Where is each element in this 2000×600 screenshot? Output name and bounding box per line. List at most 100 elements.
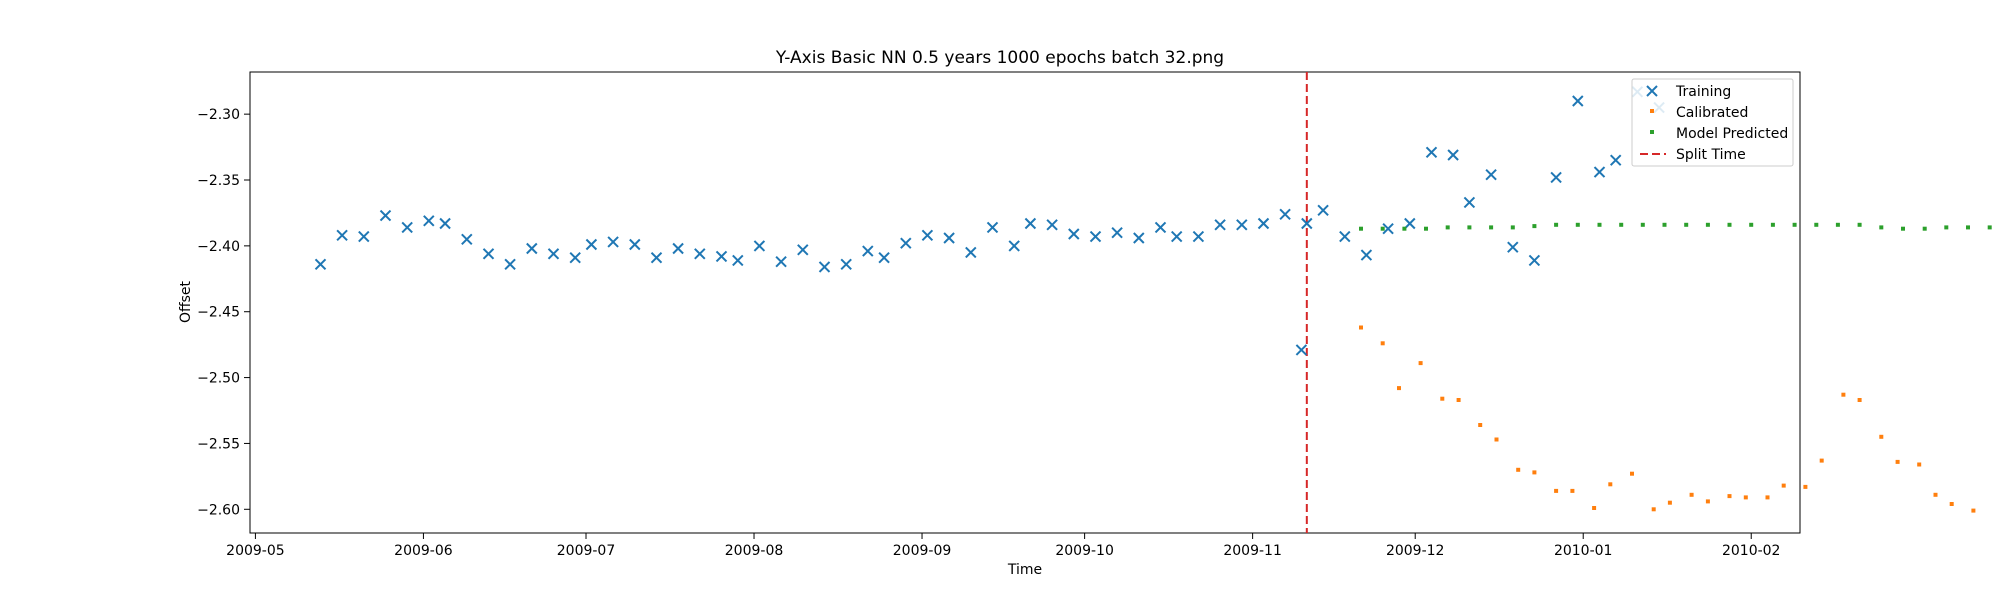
training-point <box>840 258 852 271</box>
model-predicted-point <box>1402 226 1407 231</box>
y-tick-label: −2.60 <box>197 502 240 518</box>
training-point <box>900 237 912 249</box>
model-predicted-point <box>1597 222 1602 227</box>
training-point <box>878 251 890 264</box>
calibrated-point <box>1418 361 1423 366</box>
training-point <box>526 242 538 255</box>
x-tick-label: 2009-09 <box>893 543 952 559</box>
training-point <box>1382 222 1394 235</box>
model-predicted-point <box>1901 226 1905 231</box>
calibrated-point <box>1689 492 1694 497</box>
training-point <box>650 251 663 264</box>
calibrated-point <box>1630 471 1634 476</box>
training-point <box>1133 232 1145 244</box>
calibrated-point <box>1857 398 1862 402</box>
training-point <box>1214 219 1226 231</box>
calibrated-point <box>1516 467 1521 472</box>
model-predicted-point <box>1727 222 1732 227</box>
y-tick-label: −2.55 <box>197 436 240 452</box>
model-predicted-point <box>1944 225 1949 230</box>
training-point <box>715 250 728 263</box>
training-point <box>629 238 641 251</box>
plot-area <box>249 71 1801 534</box>
calibrated-point <box>1456 398 1461 402</box>
training-point <box>379 209 392 222</box>
model-predicted-point <box>1987 225 1992 230</box>
training-point <box>1295 344 1308 356</box>
x-axis-label: Time <box>1007 562 1042 578</box>
training-point <box>336 229 348 242</box>
calibrated-point <box>1727 494 1732 499</box>
y-axis: −2.30 −2.35 −2.40 −2.45 −2.50 −2.55 −2.60 <box>197 107 250 518</box>
training-point <box>1609 154 1622 166</box>
model-predicted-point <box>1532 224 1537 229</box>
legend-label-split-time: Split Time <box>1676 147 1746 163</box>
training-point <box>1046 219 1058 231</box>
legend-label-calibrated: Calibrated <box>1676 105 1748 121</box>
training-point <box>1257 217 1270 230</box>
x-tick-label: 2009-08 <box>725 543 784 559</box>
training-point <box>1463 196 1476 209</box>
calibrated-point <box>1781 483 1786 488</box>
legend-entry-calibrated: Calibrated <box>1650 105 1748 121</box>
training-point <box>1279 208 1291 221</box>
calibrated-point <box>1917 462 1922 467</box>
model-predicted-point <box>1619 222 1624 227</box>
training-point <box>753 240 766 252</box>
x-tick-label: 2009-06 <box>394 543 453 559</box>
training-point <box>401 221 413 234</box>
training-point <box>1024 217 1037 230</box>
training-point <box>797 244 809 256</box>
model-predicted-point <box>1814 222 1819 227</box>
x-tick-label: 2009-05 <box>226 543 285 559</box>
model-predicted-point <box>1922 226 1927 231</box>
training-point <box>965 246 977 259</box>
training-point <box>1170 230 1183 243</box>
training-point <box>1550 171 1562 184</box>
calibrated-point <box>1819 458 1824 463</box>
calibrated-point <box>1494 437 1499 442</box>
training-point <box>1317 204 1329 217</box>
model-predicted-point <box>1467 225 1472 230</box>
calibrated-point <box>1949 502 1954 506</box>
calibrated-point <box>1803 484 1808 489</box>
calibrated-point <box>1743 495 1748 500</box>
legend-entry-training: Training <box>1646 84 1731 100</box>
x-tick-label: 2010-01 <box>1554 543 1613 559</box>
training-point <box>358 230 370 243</box>
x-tick-label: 2010-02 <box>1722 543 1781 559</box>
training-series <box>314 86 1665 356</box>
calibrated-point <box>1933 492 1938 497</box>
calibrated-point <box>1608 482 1613 487</box>
x-axis: 2009-05 2009-06 2009-07 2009-08 2009-09 2009-… <box>226 533 1780 559</box>
training-point <box>1301 217 1313 230</box>
legend-marker-dot-icon <box>1650 130 1654 134</box>
training-point <box>1339 230 1351 243</box>
model-predicted-point <box>1554 222 1559 227</box>
x-tick-label: 2009-07 <box>557 543 616 559</box>
training-point <box>732 254 744 267</box>
training-point <box>1572 95 1584 107</box>
training-point <box>607 236 619 248</box>
training-point <box>1111 226 1123 239</box>
calibrated-point <box>1532 470 1537 475</box>
calibrated-point <box>1478 423 1483 427</box>
model-predicted-point <box>1792 222 1797 227</box>
calibrated-point <box>1895 459 1900 464</box>
calibrated-point <box>1705 499 1710 504</box>
model-predicted-point <box>1445 225 1450 230</box>
calibrated-point <box>1397 386 1401 391</box>
y-tick-label: −2.40 <box>197 239 240 255</box>
training-point <box>482 248 495 260</box>
training-point <box>775 255 787 268</box>
training-point <box>818 261 831 273</box>
legend-box <box>1631 78 1794 167</box>
training-point <box>1089 230 1102 243</box>
training-point <box>439 217 451 230</box>
training-point <box>1485 168 1497 181</box>
calibrated-point <box>1359 325 1363 330</box>
chart-title: Y-Axis Basic NN 0.5 years 1000 epochs ba… <box>775 48 1224 68</box>
training-point <box>1404 217 1416 230</box>
model-predicted-series <box>1359 222 1992 231</box>
legend-label-model-predicted: Model Predicted <box>1676 126 1788 142</box>
